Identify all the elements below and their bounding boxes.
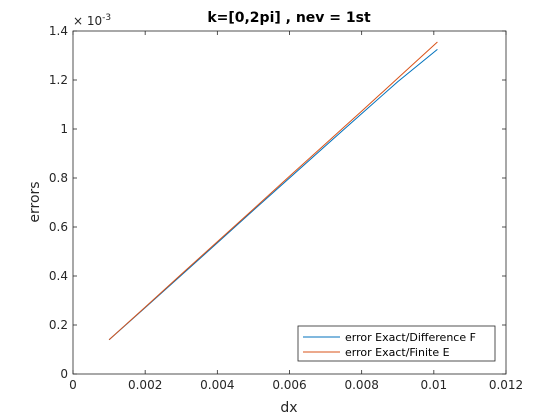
x-tick-label: 0.01 [420,378,447,392]
x-tick-label: 0 [69,378,77,392]
y-axis-label: errors [27,181,43,222]
y-tick-label: 0.6 [49,220,68,234]
x-axis-label: dx [280,400,297,416]
y-tick-label: 0.8 [49,171,68,185]
y-tick-label: 1.2 [49,73,68,87]
svg-text:× 10-3: × 10-3 [73,13,111,28]
y-tick-label: 1 [60,122,68,136]
plot-background [73,31,506,374]
x-tick-label: 0.004 [200,378,234,392]
series-layer [108,41,438,341]
y-exponent-power: -3 [102,13,111,23]
x-tick-label: 0.008 [344,378,378,392]
series-line-1 [108,41,438,341]
y-tick-label: 0.2 [49,318,68,332]
chart-title: k=[0,2pi] , nev = 1st [207,10,371,26]
legend-label-finite: error Exact/Finite E [345,346,450,359]
y-exponent-label: × 10-3 [73,13,111,28]
x-tick-label: 0.006 [272,378,306,392]
plot-box [72,30,507,375]
y-tick-label: 0.4 [49,269,68,283]
x-tick-label: 0.002 [128,378,162,392]
y-tick-label: 1.4 [49,24,68,38]
legend-box [297,325,496,362]
series-line-0 [108,49,438,341]
x-tick-label: 0.012 [489,378,523,392]
y-exponent-base: × 10 [73,14,102,28]
legend-label-difference: error Exact/Difference F [345,331,476,344]
y-tick-label: 0 [60,367,68,381]
legend: error Exact/Difference F error Exact/Fin… [297,325,496,362]
